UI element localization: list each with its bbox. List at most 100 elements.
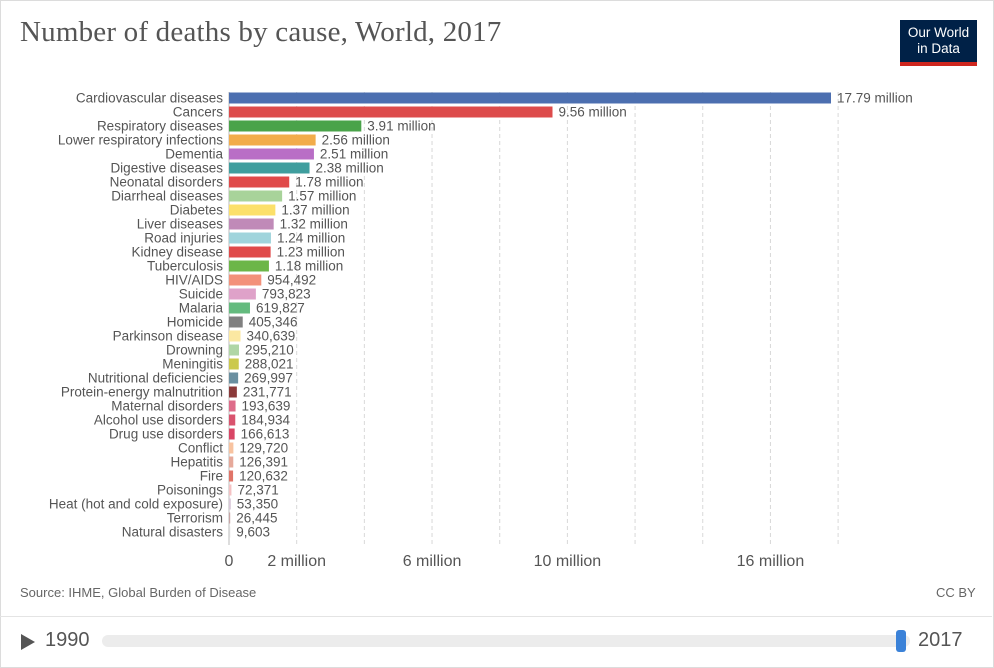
value-label: 269,997 — [244, 371, 293, 386]
bar — [229, 428, 235, 440]
bar — [229, 456, 234, 468]
category-label: Hepatitis — [170, 455, 223, 470]
category-label: HIV/AIDS — [165, 273, 223, 288]
bar-chart: Cardiovascular diseases 17.79 million Canc… — [49, 91, 913, 571]
source-note[interactable]: Source: IHME, Global Burden of Disease — [20, 585, 257, 600]
value-label: 1.37 million — [281, 203, 349, 218]
category-label: Diarrheal diseases — [111, 189, 223, 204]
category-label: Drowning — [166, 343, 223, 358]
bar — [229, 372, 239, 384]
value-label: 26,445 — [236, 511, 277, 526]
value-label: 126,391 — [239, 455, 288, 470]
bar — [229, 232, 271, 244]
bar — [229, 316, 243, 328]
chart-title: Number of deaths by cause, World, 2017 — [20, 16, 502, 48]
bar — [229, 470, 234, 482]
value-label: 954,492 — [267, 273, 316, 288]
x-tick-label: 6 million — [403, 553, 462, 570]
bar — [229, 148, 314, 160]
category-label: Digestive diseases — [110, 161, 223, 176]
category-label: Terrorism — [167, 511, 223, 526]
category-label: Heat (hot and cold exposure) — [49, 497, 223, 512]
value-label: 53,350 — [237, 497, 278, 512]
bar — [229, 302, 250, 314]
category-label: Maternal disorders — [111, 399, 223, 414]
x-tick-label: 10 million — [534, 553, 602, 570]
value-label: 17.79 million — [837, 91, 913, 106]
logo-line-2: in Data — [917, 41, 960, 56]
value-label: 793,823 — [262, 287, 311, 302]
bar — [229, 176, 290, 188]
bar — [229, 134, 316, 146]
bar — [229, 120, 362, 132]
value-label: 193,639 — [242, 399, 291, 414]
bar — [229, 260, 269, 272]
value-label: 9.56 million — [559, 105, 627, 120]
category-label: Meningitis — [162, 357, 223, 372]
category-label: Respiratory diseases — [97, 119, 223, 134]
value-label: 129,720 — [239, 441, 288, 456]
bar — [229, 274, 262, 286]
category-label: Cancers — [173, 105, 224, 120]
value-label: 2.38 million — [316, 161, 384, 176]
value-label: 1.57 million — [288, 189, 356, 204]
bar — [229, 218, 274, 230]
play-icon[interactable] — [20, 633, 36, 651]
value-label: 1.78 million — [295, 175, 363, 190]
category-label: Tuberculosis — [147, 259, 223, 274]
value-label: 1.24 million — [277, 231, 345, 246]
bar — [229, 484, 232, 496]
value-label: 166,613 — [241, 427, 290, 442]
bar — [229, 414, 236, 426]
category-label: Homicide — [167, 315, 223, 330]
bar — [229, 330, 241, 342]
bar — [229, 344, 239, 356]
value-label: 619,827 — [256, 301, 305, 316]
category-label: Poisonings — [157, 483, 223, 498]
value-label: 2.51 million — [320, 147, 388, 162]
timeline-slider-track[interactable] — [102, 635, 910, 647]
value-label: 1.32 million — [280, 217, 348, 232]
bar — [229, 92, 831, 104]
value-label: 295,210 — [245, 343, 294, 358]
bar — [229, 162, 310, 174]
value-label: 231,771 — [243, 385, 292, 400]
value-label: 120,632 — [239, 469, 288, 484]
x-tick-label: 2 million — [267, 553, 326, 570]
timeline-slider-handle[interactable] — [896, 630, 906, 652]
bar — [229, 400, 236, 412]
category-label: Natural disasters — [122, 525, 224, 540]
category-label: Malaria — [179, 301, 224, 316]
category-label: Liver diseases — [137, 217, 224, 232]
value-label: 1.18 million — [275, 259, 343, 274]
category-label: Protein-energy malnutrition — [61, 385, 223, 400]
category-label: Lower respiratory infections — [58, 133, 223, 148]
bar — [229, 190, 283, 202]
category-label: Drug use disorders — [109, 427, 223, 442]
license-link[interactable]: CC BY — [936, 585, 976, 600]
owid-logo[interactable]: Our World in Data — [900, 20, 977, 66]
timeline-start-year: 1990 — [45, 629, 90, 651]
category-label: Diabetes — [170, 203, 224, 218]
bar — [229, 358, 239, 370]
value-label: 72,371 — [237, 483, 278, 498]
value-label: 184,934 — [241, 413, 290, 428]
bar — [229, 442, 234, 454]
bar — [229, 512, 231, 524]
category-label: Alcohol use disorders — [94, 413, 223, 428]
category-label: Conflict — [178, 441, 223, 456]
category-label: Fire — [200, 469, 223, 484]
category-label: Road injuries — [144, 231, 223, 246]
value-label: 405,346 — [249, 315, 298, 330]
value-label: 1.23 million — [277, 245, 345, 260]
bar — [229, 204, 276, 216]
category-label: Suicide — [179, 287, 223, 302]
category-label: Neonatal disorders — [110, 175, 224, 190]
timeline-end-year: 2017 — [918, 629, 963, 651]
category-label: Nutritional deficiencies — [88, 371, 223, 386]
bar — [229, 386, 237, 398]
category-label: Kidney disease — [131, 245, 223, 260]
x-tick-label: 0 — [225, 553, 234, 570]
value-label: 340,639 — [247, 329, 296, 344]
bar — [229, 246, 271, 258]
